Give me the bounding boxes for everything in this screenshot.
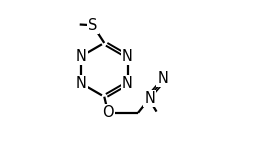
Text: N: N xyxy=(122,49,133,64)
Text: N: N xyxy=(76,49,86,64)
Text: N: N xyxy=(144,91,155,106)
Text: O: O xyxy=(102,105,114,120)
Text: N: N xyxy=(122,76,133,91)
Text: N: N xyxy=(76,76,86,91)
Text: N: N xyxy=(157,71,168,86)
Text: S: S xyxy=(88,18,97,33)
